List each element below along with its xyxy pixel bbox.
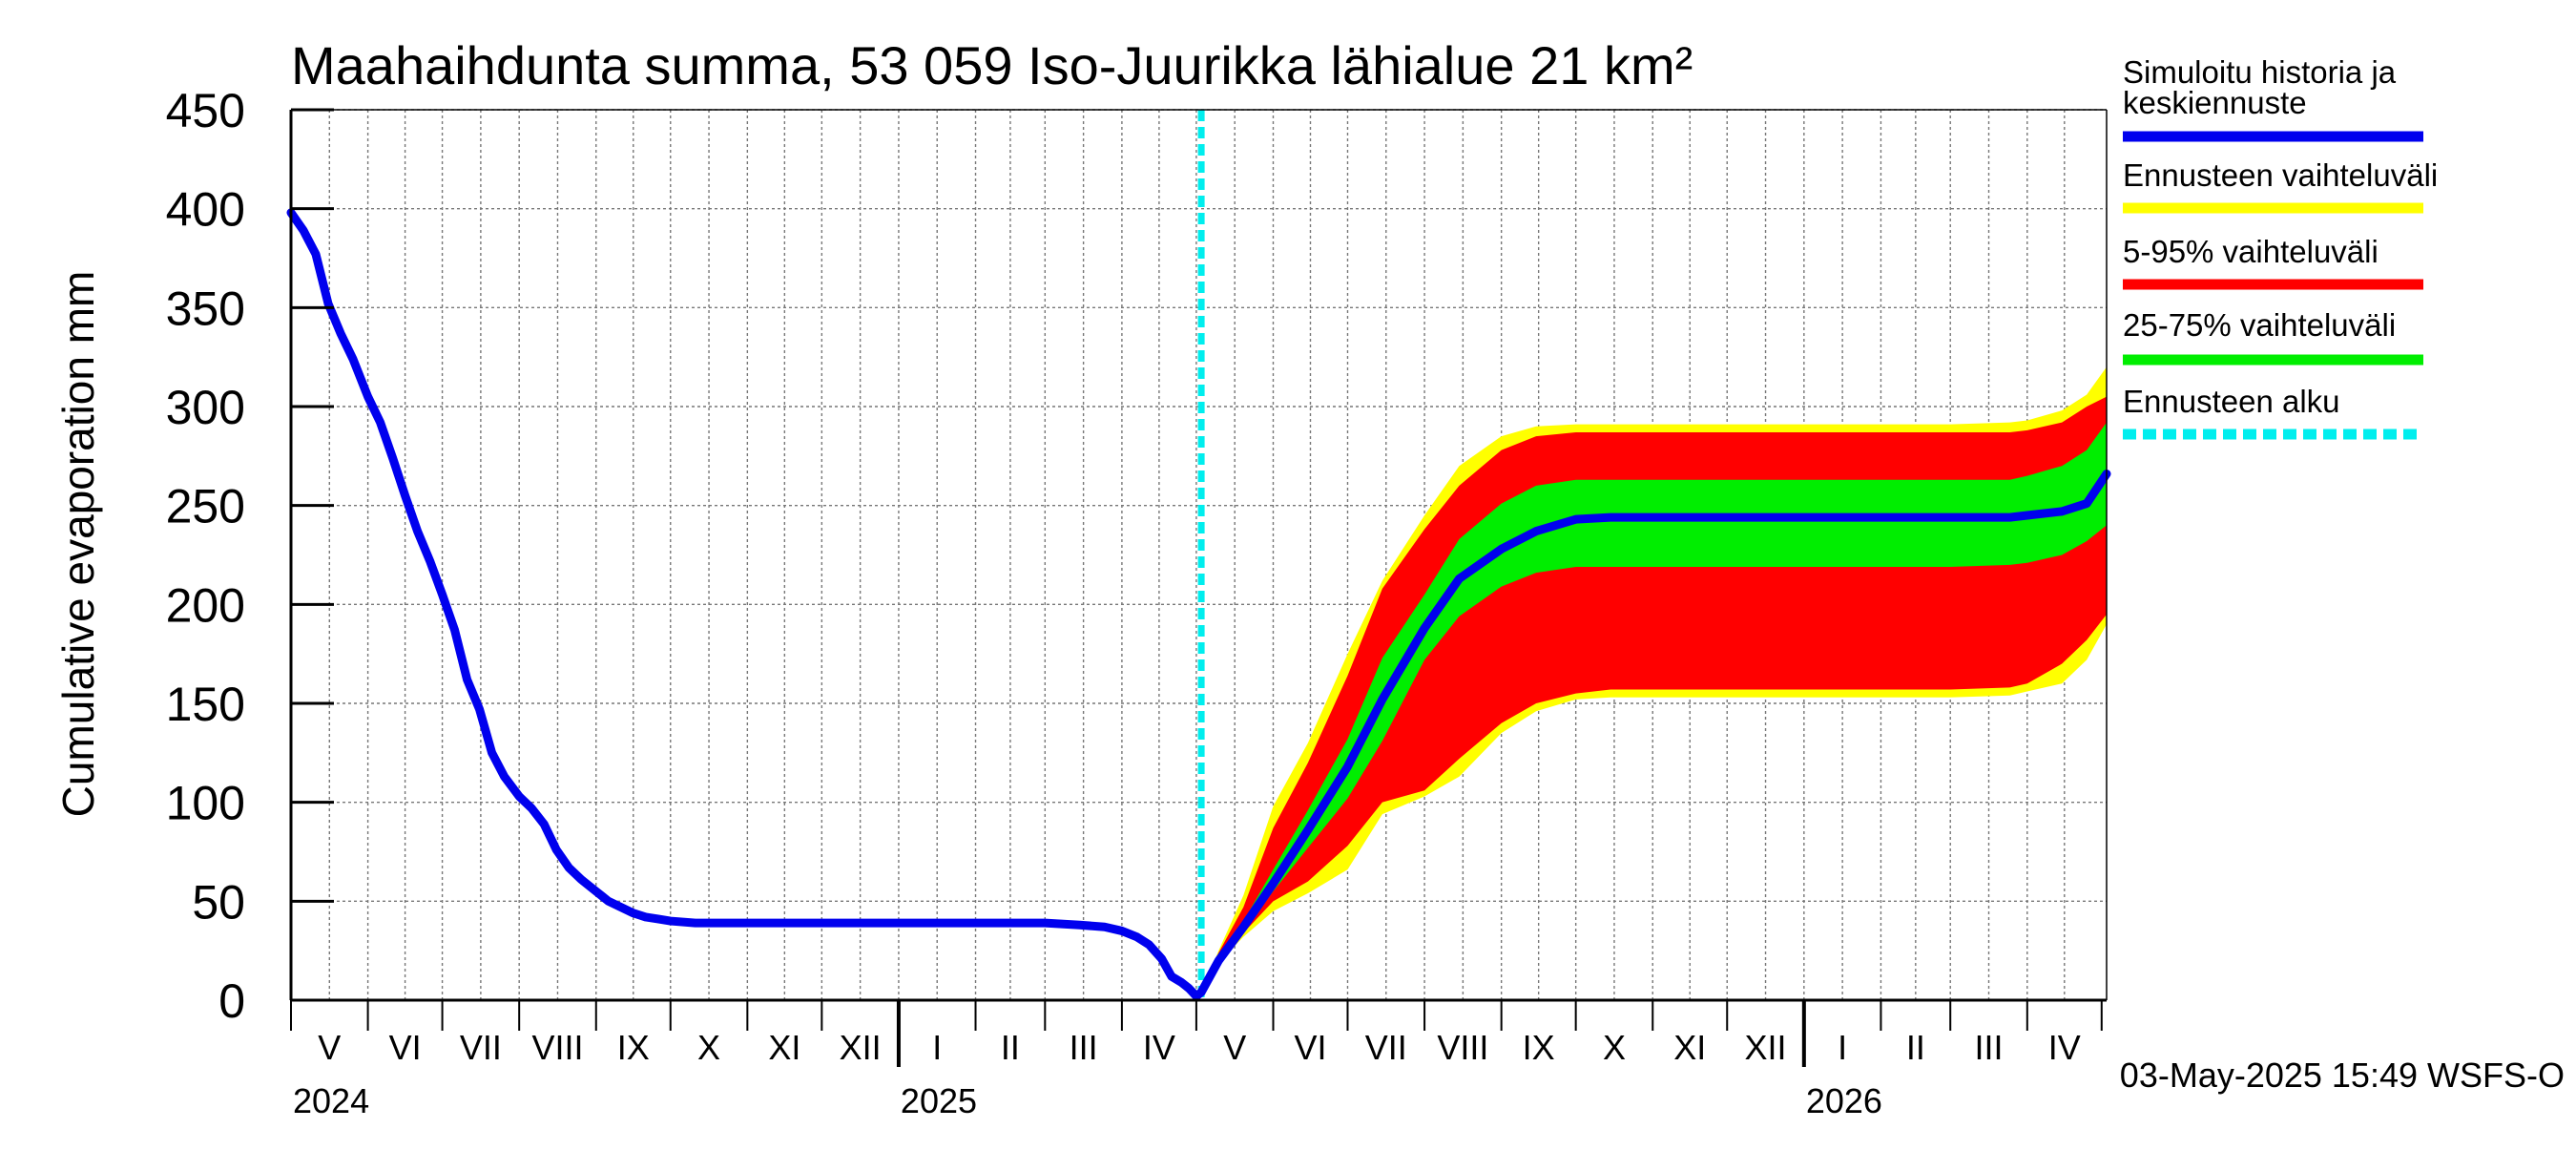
year-label: 2025 <box>901 1081 977 1120</box>
y-tick-label: 200 <box>166 578 245 632</box>
y-tick-label: 50 <box>192 875 245 929</box>
month-label: II <box>1906 1028 1925 1067</box>
series-line-history-median <box>286 208 2111 1001</box>
month-label: V <box>318 1028 341 1067</box>
y-tick-label: 250 <box>166 480 245 533</box>
chart-title: Maahaihdunta summa, 53 059 Iso-Juurikka … <box>291 35 1693 95</box>
month-label: VIII <box>1437 1028 1488 1067</box>
month-label: VIII <box>531 1028 583 1067</box>
month-label: VI <box>1294 1028 1326 1067</box>
year-label: 2026 <box>1806 1081 1882 1120</box>
month-label: IX <box>1523 1028 1555 1067</box>
series-lines <box>286 110 2111 1002</box>
legend-label: Ennusteen vaihteluväli <box>2123 157 2438 193</box>
axes <box>289 108 2108 1067</box>
legend-label: 5-95% vaihteluväli <box>2123 234 2379 269</box>
year-label: 2024 <box>293 1081 369 1120</box>
y-tick-label: 400 <box>166 183 245 237</box>
month-label: VII <box>1365 1028 1407 1067</box>
y-axis-label: Cumulative evaporation mm <box>53 271 103 818</box>
legend-label: 25-75% vaihteluväli <box>2123 307 2396 343</box>
month-label: III <box>1975 1028 2004 1067</box>
month-label: XI <box>1673 1028 1706 1067</box>
month-label: XII <box>840 1028 882 1067</box>
y-tick-label: 0 <box>218 974 245 1028</box>
timestamp-footer: 03-May-2025 15:49 WSFS-O <box>2120 1056 2565 1095</box>
month-label: III <box>1070 1028 1098 1067</box>
y-tick-label: 450 <box>166 84 245 137</box>
month-label: XII <box>1745 1028 1787 1067</box>
month-label: XI <box>768 1028 800 1067</box>
month-label: IV <box>2048 1028 2081 1067</box>
legend-label: Ennusteen alku <box>2123 384 2340 419</box>
month-label: X <box>1603 1028 1626 1067</box>
month-label: V <box>1223 1028 1246 1067</box>
month-label: I <box>1838 1028 1847 1067</box>
forecast-bands <box>1201 366 2107 993</box>
y-tick-label: 100 <box>166 777 245 830</box>
month-label: VII <box>460 1028 502 1067</box>
month-label: I <box>932 1028 942 1067</box>
y-tick-label: 150 <box>166 678 245 731</box>
legend-label: keskiennuste <box>2123 85 2307 120</box>
month-label: II <box>1001 1028 1020 1067</box>
legend-label: Simuloitu historia ja <box>2123 54 2397 90</box>
y-tick-label: 300 <box>166 381 245 434</box>
month-label: VI <box>389 1028 422 1067</box>
band-25-75 <box>1201 422 2107 993</box>
y-tick-label: 350 <box>166 282 245 335</box>
month-label: X <box>697 1028 720 1067</box>
month-label: IX <box>617 1028 650 1067</box>
month-label: IV <box>1143 1028 1175 1067</box>
